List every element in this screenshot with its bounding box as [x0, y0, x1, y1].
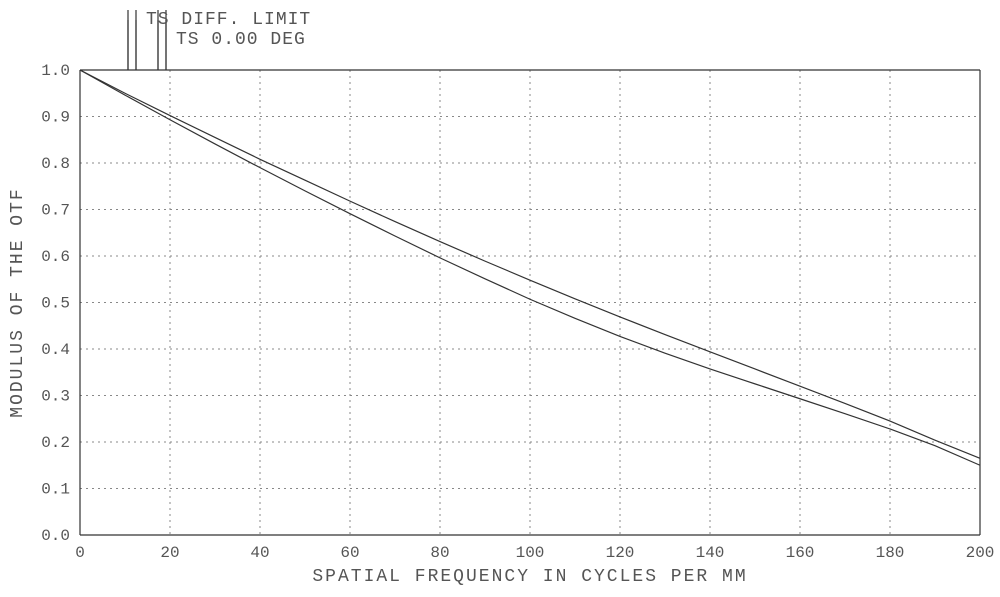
y-tick-label: 0.7	[41, 202, 70, 220]
x-tick-label: 200	[966, 544, 995, 562]
x-tick-label: 20	[160, 544, 179, 562]
y-tick-label: 0.5	[41, 295, 70, 313]
x-tick-label: 180	[876, 544, 905, 562]
y-tick-label: 1.0	[41, 62, 70, 80]
x-tick-label: 160	[786, 544, 815, 562]
x-tick-label: 140	[696, 544, 725, 562]
series-ts-0-deg	[80, 70, 980, 465]
x-tick-label: 120	[606, 544, 635, 562]
x-tick-label: 100	[516, 544, 545, 562]
legend-label-1: TS DIFF. LIMIT	[146, 10, 311, 30]
y-tick-label: 0.6	[41, 248, 70, 266]
x-tick-label: 60	[340, 544, 359, 562]
x-tick-label: 0	[75, 544, 85, 562]
y-tick-label: 0.9	[41, 109, 70, 127]
chart-svg: 0 20 40 60 80 100 120 140 160 180 200 0.0 0.1 0.2 0.3 0…	[0, 0, 1000, 597]
x-axis-label: SPATIAL FREQUENCY IN CYCLES PER MM	[312, 567, 747, 587]
x-tick-label: 80	[430, 544, 449, 562]
y-tick-label: 0.2	[41, 434, 70, 452]
y-tick-label: 0.8	[41, 155, 70, 173]
y-tick-label: 0.3	[41, 388, 70, 406]
y-tick-label: 0.4	[41, 341, 70, 359]
legend-label-2: TS 0.00 DEG	[176, 30, 306, 50]
y-tick-label: 0.1	[41, 481, 70, 499]
mtf-chart: 0 20 40 60 80 100 120 140 160 180 200 0.0 0.1 0.2 0.3 0…	[0, 0, 1000, 597]
y-tick-label: 0.0	[41, 527, 70, 545]
x-tick-label: 40	[250, 544, 269, 562]
y-axis-label: MODULUS OF THE OTF	[8, 187, 28, 417]
